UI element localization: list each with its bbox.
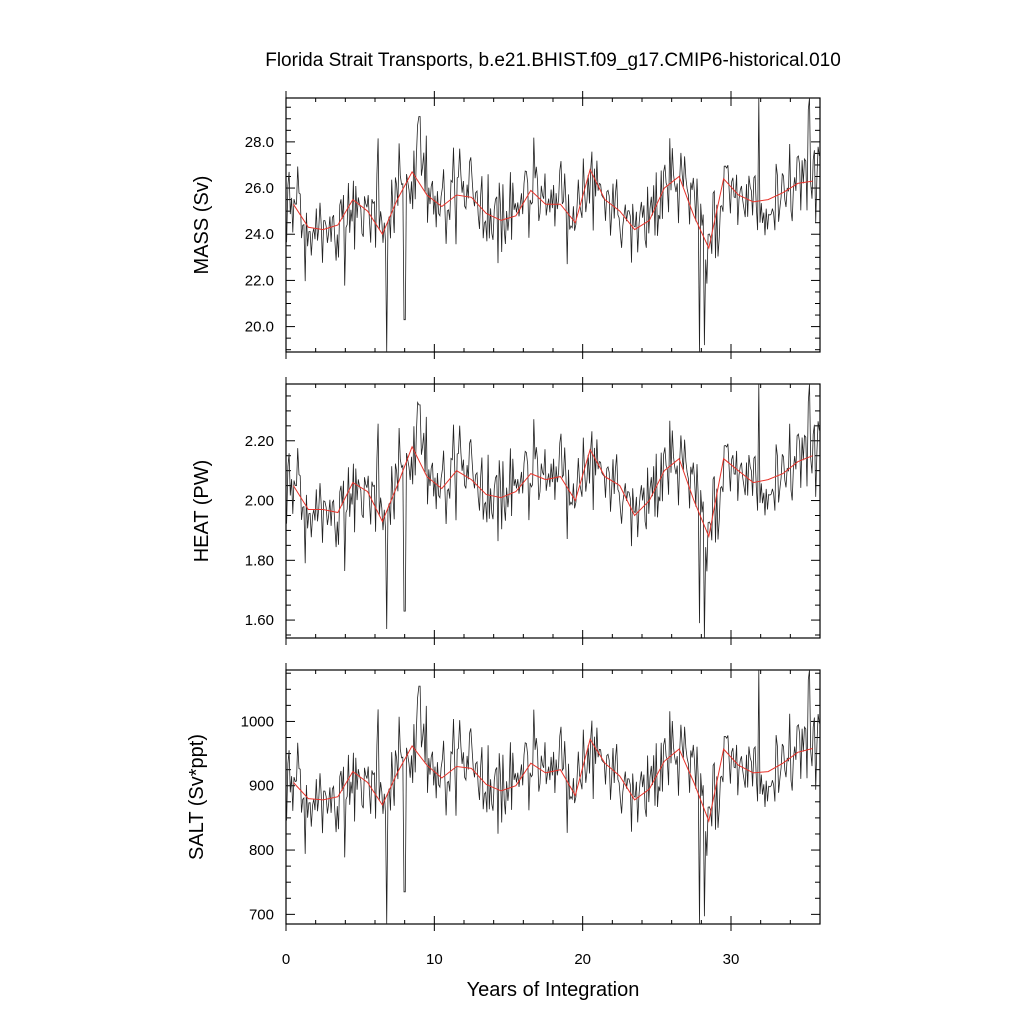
monthly-series-line [286, 669, 820, 925]
panel-mass: 20.0 22.0 24.0 26.0 28.0 MASS (Sv) [191, 91, 821, 359]
y-tick-label: 1000 [241, 713, 274, 730]
annual-mean-line [293, 738, 813, 823]
y-tick-label: 1.60 [245, 612, 274, 629]
chart-title: Florida Strait Transports, b.e21.BHIST.f… [265, 50, 841, 71]
y-tick-label: 1.80 [245, 552, 274, 569]
x-axis-label: Years of Integration [467, 979, 640, 1001]
y-tick-label: 28.0 [245, 134, 274, 151]
y-tick-label: 24.0 [245, 226, 274, 243]
annual-mean-line [292, 445, 813, 539]
y-tick-label: 26.0 [245, 180, 274, 197]
y-tick-label: 900 [249, 778, 274, 795]
x-tick-label: 10 [426, 951, 443, 968]
y-tick-label: 2.20 [245, 433, 274, 450]
y-tick-label: 22.0 [245, 272, 274, 289]
x-tick-label: 20 [574, 951, 591, 968]
y-tick-label: 20.0 [245, 319, 274, 336]
y-axis-label: MASS (Sv) [191, 176, 213, 275]
y-tick-label: 2.00 [245, 493, 274, 510]
y-tick-label: 800 [249, 842, 274, 859]
panel-salt: 700 800 900 1000 SALT (Sv*ppt) 0 10 20 30 Years o… [186, 663, 821, 1001]
monthly-series-line [286, 97, 820, 353]
annual-mean-line [292, 168, 813, 250]
y-axis-label: SALT (Sv*ppt) [186, 734, 208, 860]
y-tick-label: 700 [249, 906, 274, 923]
panels: 20.0 22.0 24.0 26.0 28.0 MASS (Sv) 1.60 1.80 2.0… [186, 91, 821, 1001]
monthly-series-line [286, 383, 820, 639]
x-tick-label: 0 [282, 951, 290, 968]
x-tick-label: 30 [723, 951, 740, 968]
y-axis-label: HEAT (PW) [191, 460, 213, 563]
panel-heat: 1.60 1.80 2.00 2.20 HEAT (PW) [191, 377, 821, 645]
